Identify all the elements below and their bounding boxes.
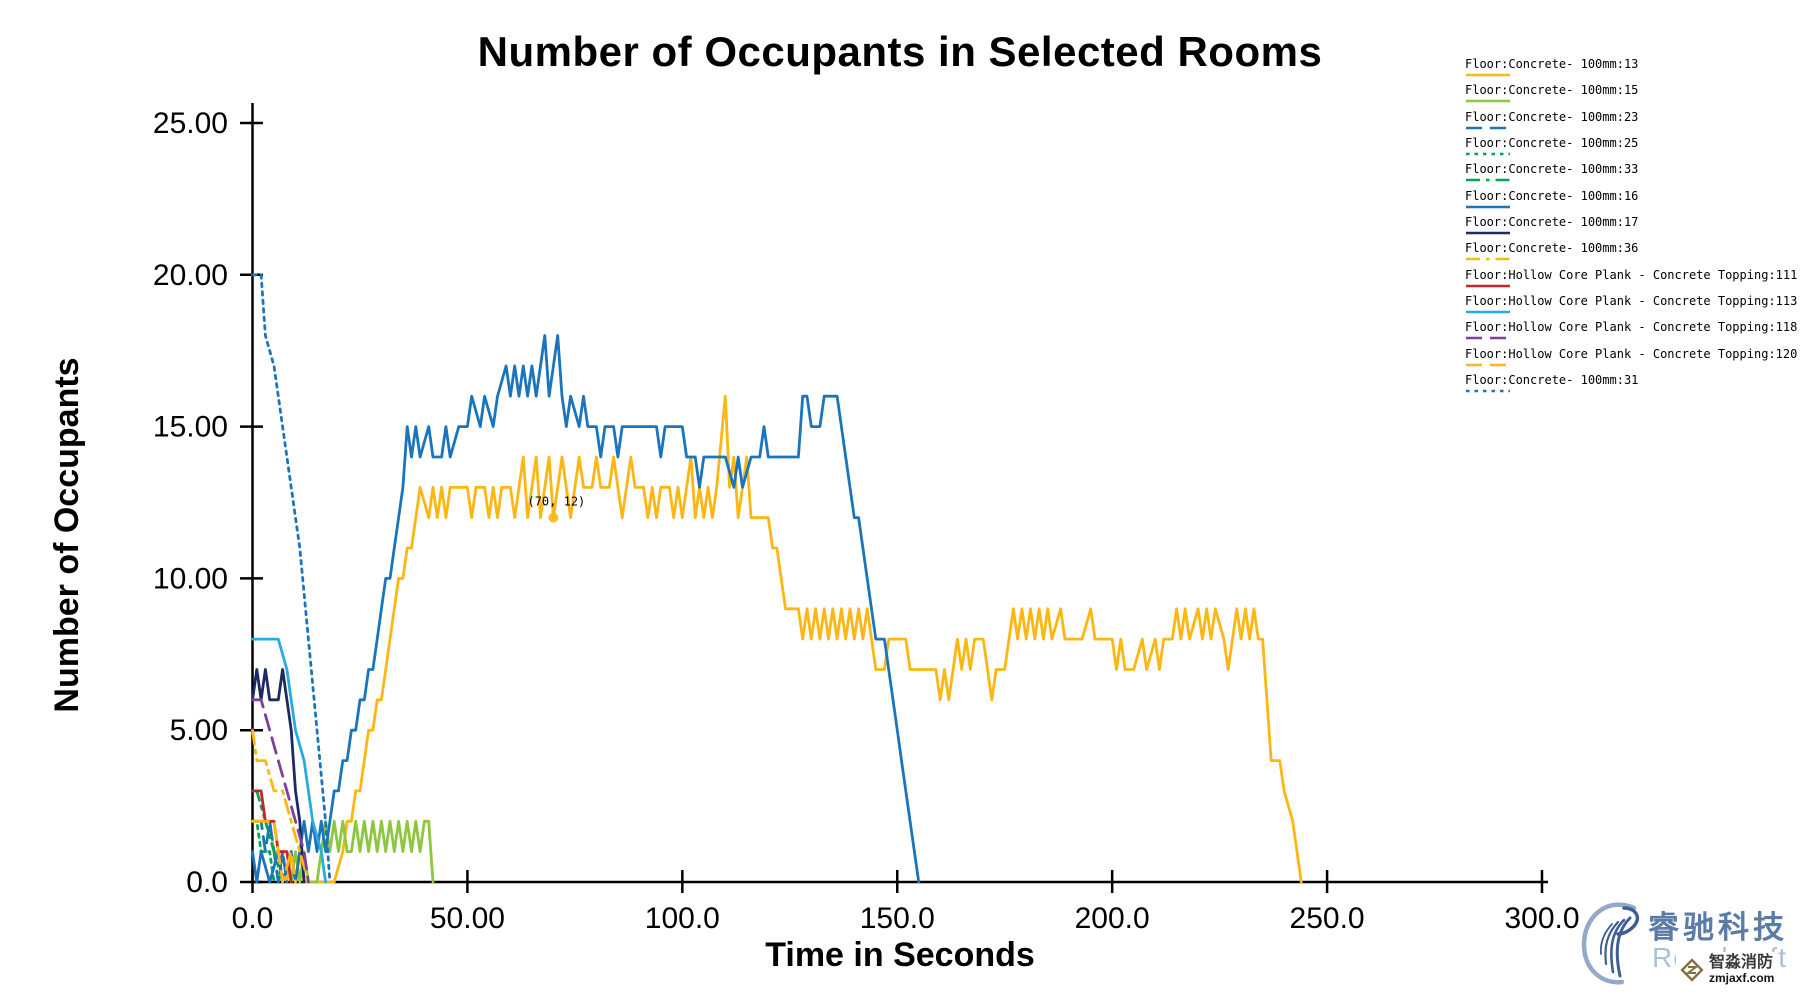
watermark-company-name: 睿驰科技 — [1648, 910, 1788, 945]
reachsoft-logo-icon — [1581, 902, 1640, 985]
legend-label: Floor:Hollow Core Plank - Concrete Toppi… — [1465, 267, 1798, 282]
legend-line-sample — [1466, 152, 1510, 156]
x-tick-label: 250.0 — [1290, 902, 1365, 935]
x-tick-label: 150.0 — [860, 902, 935, 935]
x-tick-label: 50.00 — [430, 902, 505, 935]
probe-point-dot — [548, 512, 559, 523]
series-line-118 — [251, 698, 310, 884]
legend-item-15: Floor:Concrete- 100mm:15 — [1465, 83, 1797, 109]
legend-label: Floor:Hollow Core Plank - Concrete Toppi… — [1465, 294, 1798, 309]
watermark-badge: 智淼消防 zmjaxf.com — [1676, 952, 1778, 987]
legend-line-sample — [1466, 389, 1510, 393]
legend-line-sample — [1466, 100, 1510, 103]
legend-line-sample — [1466, 205, 1510, 209]
legend-line-sample — [1466, 363, 1510, 367]
legend-label: Floor:Concrete- 100mm:13 — [1465, 57, 1639, 71]
legend-item-23: Floor:Concrete- 100mm:23 — [1465, 110, 1797, 136]
watermark: 睿驰科技 Reachsoft 智淼消防 zmjaxf.com — [1578, 892, 1800, 997]
series-line-31 — [251, 273, 332, 884]
legend-item-13: Floor:Concrete- 100mm:13 — [1465, 57, 1797, 83]
series-line-120 — [251, 819, 297, 884]
x-axis-title: Time in Seconds — [765, 936, 1035, 974]
legend-label: Floor:Concrete- 100mm:31 — [1465, 373, 1639, 388]
series-line-36 — [251, 728, 310, 884]
legend-label: Floor:Concrete- 100mm:36 — [1465, 241, 1639, 256]
legend-line-sample — [1466, 231, 1510, 235]
zhimiao-diamond-icon — [1680, 957, 1704, 982]
chart-title: Number of Occupants in Selected Rooms — [477, 28, 1323, 75]
series-line-23 — [251, 819, 289, 884]
x-tick-label: 300.0 — [1504, 902, 1579, 935]
legend-item-113: Floor:Hollow Core Plank - Concrete Toppi… — [1465, 294, 1797, 320]
legend-label: Floor:Concrete- 100mm:17 — [1465, 215, 1639, 230]
legend-label: Floor:Concrete- 100mm:33 — [1465, 162, 1639, 177]
legend-item-111: Floor:Hollow Core Plank - Concrete Toppi… — [1465, 268, 1797, 294]
y-tick-label: 25.00 — [153, 107, 228, 140]
probe-point-label: (70, 12) — [527, 495, 585, 509]
legend-line-sample — [1466, 179, 1510, 182]
legend-item-17: Floor:Concrete- 100mm:17 — [1465, 215, 1797, 241]
y-tick-label: 0.0 — [186, 866, 228, 899]
x-tick-label: 0.0 — [232, 902, 274, 935]
series-line-113 — [251, 637, 327, 884]
series-line-15 — [289, 819, 435, 884]
legend-item-36: Floor:Concrete- 100mm:36 — [1465, 241, 1797, 267]
series-line-111 — [251, 789, 293, 884]
legend-label: Floor:Hollow Core Plank - Concrete Toppi… — [1465, 346, 1798, 361]
y-tick-label: 5.00 — [170, 714, 228, 747]
legend-line-sample — [1466, 73, 1510, 77]
legend-item-33: Floor:Concrete- 100mm:33 — [1465, 162, 1797, 188]
legend-line-sample — [1466, 310, 1510, 314]
y-tick-label: 15.00 — [153, 411, 228, 444]
series-line-13 — [251, 394, 1303, 884]
watermark-badge-url: zmjaxf.com — [1709, 971, 1775, 985]
series-line-16 — [251, 334, 921, 884]
legend-item-118: Floor:Hollow Core Plank - Concrete Toppi… — [1465, 320, 1797, 346]
legend-item-120: Floor:Hollow Core Plank - Concrete Toppi… — [1465, 347, 1797, 373]
x-tick-label: 200.0 — [1075, 902, 1150, 935]
legend-item-16: Floor:Concrete- 100mm:16 — [1465, 189, 1797, 215]
legend-line-sample — [1466, 337, 1510, 340]
x-tick-label: 100.0 — [645, 902, 720, 935]
plot-area[interactable] — [253, 103, 1549, 882]
legend-item-25: Floor:Concrete- 100mm:25 — [1465, 136, 1797, 162]
watermark-badge-name: 智淼消防 — [1709, 954, 1774, 971]
series-line-17 — [251, 668, 306, 884]
legend-label: Floor:Concrete- 100mm:16 — [1465, 188, 1639, 203]
legend-label: Floor:Concrete- 100mm:25 — [1465, 136, 1639, 151]
legend: Floor:Concrete- 100mm:13 Floor:Concrete- … — [1465, 57, 1797, 399]
legend-label: Floor:Concrete- 100mm:15 — [1465, 83, 1639, 98]
y-tick-label: 20.00 — [153, 259, 228, 292]
legend-line-sample — [1466, 284, 1510, 288]
legend-label: Floor:Concrete- 100mm:23 — [1465, 109, 1639, 124]
legend-line-sample — [1466, 258, 1510, 261]
y-tick-label: 10.00 — [153, 562, 228, 595]
legend-label: Floor:Hollow Core Plank - Concrete Toppi… — [1465, 320, 1798, 335]
legend-line-sample — [1466, 126, 1510, 129]
legend-item-31: Floor:Concrete- 100mm:31 — [1465, 373, 1797, 399]
